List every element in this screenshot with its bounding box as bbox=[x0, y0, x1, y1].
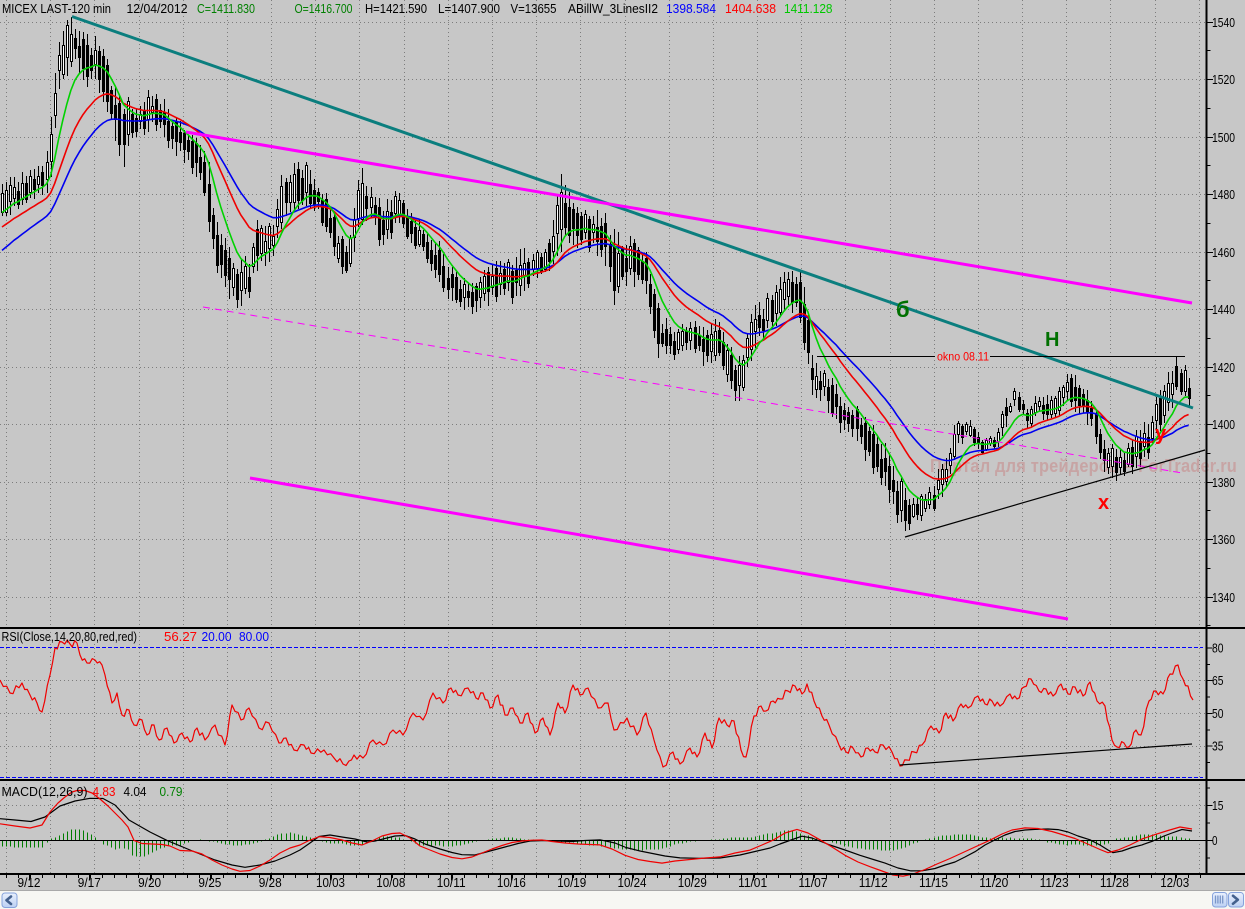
svg-text:MICEX LAST-120 min: MICEX LAST-120 min bbox=[2, 1, 111, 16]
svg-text:RSI(Close,14,20,80,red,red): RSI(Close,14,20,80,red,red) bbox=[2, 629, 138, 644]
svg-text:9/17: 9/17 bbox=[78, 875, 101, 890]
svg-text:L=1407.900: L=1407.900 bbox=[438, 1, 500, 16]
svg-text:1520: 1520 bbox=[1212, 72, 1235, 87]
svg-text:9/25: 9/25 bbox=[198, 875, 221, 890]
svg-text:10/24: 10/24 bbox=[618, 875, 647, 890]
svg-text:12/03: 12/03 bbox=[1160, 875, 1189, 890]
svg-text:V=13655: V=13655 bbox=[511, 1, 557, 16]
svg-text:1398.584: 1398.584 bbox=[666, 1, 716, 16]
svg-text:9/20: 9/20 bbox=[138, 875, 161, 890]
svg-text:Н: Н bbox=[1045, 329, 1059, 351]
svg-text:11/28: 11/28 bbox=[1100, 875, 1129, 890]
svg-text:1480: 1480 bbox=[1212, 187, 1235, 202]
svg-text:9/28: 9/28 bbox=[259, 875, 282, 890]
svg-text:11/15: 11/15 bbox=[919, 875, 948, 890]
svg-text:11/20: 11/20 bbox=[979, 875, 1008, 890]
svg-text:MACD(12,26,9): MACD(12,26,9) bbox=[2, 784, 88, 799]
svg-text:O=1416.700: O=1416.700 bbox=[295, 1, 353, 16]
svg-text:1360: 1360 bbox=[1212, 532, 1235, 547]
svg-text:80.00: 80.00 bbox=[239, 629, 269, 644]
svg-text:10/16: 10/16 bbox=[497, 875, 526, 890]
svg-text:1420: 1420 bbox=[1212, 360, 1235, 375]
svg-text:1411.128: 1411.128 bbox=[784, 1, 833, 16]
svg-text:1400: 1400 bbox=[1212, 417, 1235, 432]
svg-text:10/08: 10/08 bbox=[376, 875, 405, 890]
svg-text:1460: 1460 bbox=[1212, 245, 1235, 260]
svg-text:12/04/2012: 12/04/2012 bbox=[127, 1, 188, 16]
svg-text:1404.638: 1404.638 bbox=[725, 1, 776, 16]
svg-text:65: 65 bbox=[1212, 673, 1224, 688]
svg-text:11/12: 11/12 bbox=[859, 875, 888, 890]
svg-text:H=1421.590: H=1421.590 bbox=[365, 1, 427, 16]
svg-text:10/19: 10/19 bbox=[557, 875, 586, 890]
svg-text:50: 50 bbox=[1212, 706, 1224, 721]
svg-text:10/29: 10/29 bbox=[678, 875, 707, 890]
svg-text:11/01: 11/01 bbox=[738, 875, 767, 890]
svg-text:35: 35 bbox=[1212, 739, 1224, 754]
svg-text:11/07: 11/07 bbox=[798, 875, 827, 890]
svg-text:15: 15 bbox=[1212, 798, 1224, 813]
svg-text:1500: 1500 bbox=[1212, 130, 1235, 145]
svg-text:10/11: 10/11 bbox=[437, 875, 466, 890]
svg-text:1440: 1440 bbox=[1212, 302, 1235, 317]
svg-text:0: 0 bbox=[1212, 833, 1218, 848]
svg-text:0.79: 0.79 bbox=[160, 784, 183, 799]
svg-text:okno 08.11: okno 08.11 bbox=[937, 350, 989, 364]
svg-text:9/12: 9/12 bbox=[18, 875, 41, 890]
svg-text:ABillW_3LinesII2: ABillW_3LinesII2 bbox=[568, 1, 658, 16]
svg-text:4.83: 4.83 bbox=[93, 784, 116, 799]
svg-text:80: 80 bbox=[1212, 641, 1224, 656]
svg-text:1380: 1380 bbox=[1212, 475, 1235, 490]
svg-text:C=1411.830: C=1411.830 bbox=[197, 1, 255, 16]
svg-text:1340: 1340 bbox=[1212, 590, 1235, 605]
svg-text:1540: 1540 bbox=[1212, 15, 1235, 30]
svg-text:Портал для трейдеров – ForTrad: Портал для трейдеров – ForTrader.ru bbox=[930, 456, 1237, 476]
svg-text:10/03: 10/03 bbox=[316, 875, 345, 890]
svg-text:4.04: 4.04 bbox=[124, 784, 147, 799]
svg-text:20.00: 20.00 bbox=[202, 629, 232, 644]
svg-text:х: х bbox=[1098, 492, 1109, 514]
svg-text:у: у bbox=[1155, 423, 1167, 445]
svg-text:б: б bbox=[896, 297, 910, 322]
svg-text:11/23: 11/23 bbox=[1040, 875, 1069, 890]
svg-text:56.27: 56.27 bbox=[164, 629, 197, 644]
